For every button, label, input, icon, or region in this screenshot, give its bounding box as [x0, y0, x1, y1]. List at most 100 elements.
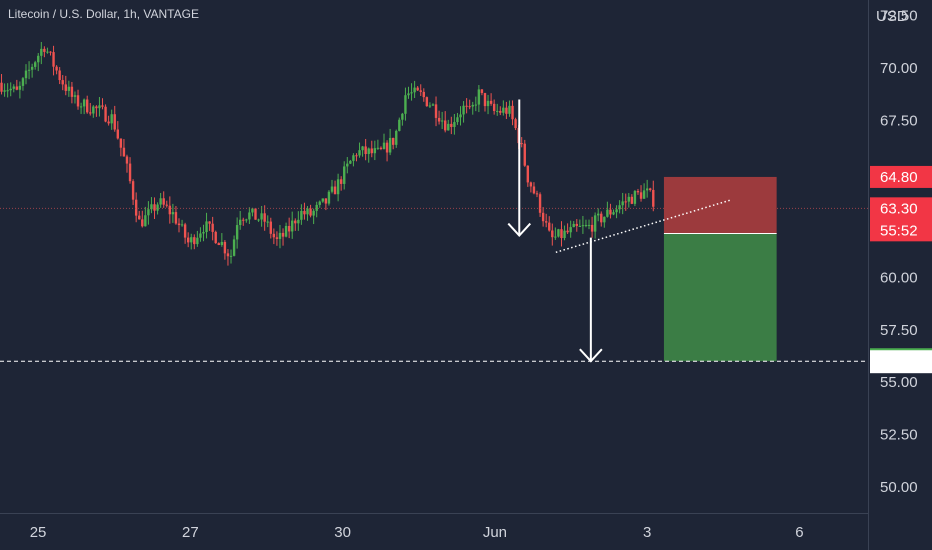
candle-body — [395, 130, 398, 145]
candle-body — [382, 142, 386, 149]
candle-body — [186, 237, 190, 243]
candle-body — [456, 117, 459, 123]
candle-body — [649, 188, 652, 190]
candle-body — [492, 103, 496, 111]
candle-body — [578, 225, 582, 227]
candle-body — [333, 186, 337, 195]
candle-body — [633, 191, 637, 204]
candle-body — [410, 92, 413, 94]
candle-body — [529, 182, 533, 187]
currency-label[interactable]: USD — [876, 8, 908, 25]
candle-body — [9, 88, 12, 91]
candle-body — [587, 224, 591, 226]
candle-body — [526, 165, 530, 183]
candle-body — [496, 110, 499, 112]
candle-body — [373, 148, 377, 154]
time-axis[interactable]: 25 27 30 Jun 3 6 — [30, 524, 804, 541]
candle-body — [514, 119, 517, 129]
candle-body — [642, 190, 646, 199]
candle-body — [242, 219, 245, 221]
candle-body — [489, 100, 493, 104]
price-tick-label: 57.50 — [880, 322, 918, 339]
candle-body — [33, 62, 37, 67]
candle-body — [336, 179, 340, 195]
candle-body — [27, 69, 31, 71]
down-arrow-head — [507, 222, 532, 238]
candle-body — [499, 110, 502, 113]
candle-body — [3, 90, 6, 92]
candle-body — [211, 223, 214, 232]
candle-body — [260, 213, 263, 220]
candle-countdown: 55:52 — [880, 222, 918, 239]
candle-body — [321, 198, 325, 202]
candle-body — [437, 117, 441, 122]
candle-body — [401, 113, 404, 120]
candle-body — [318, 201, 321, 205]
price-axis[interactable]: 72.50 70.00 67.50 60.00 57.50 55.00 52.50 50.00 — [880, 8, 918, 496]
candle-body — [398, 119, 401, 131]
candle-body — [281, 232, 285, 237]
candle-body — [55, 66, 58, 71]
candle-body — [407, 93, 410, 96]
candle-body — [138, 215, 141, 220]
candle-body — [447, 123, 450, 131]
candle-body — [575, 223, 578, 226]
candle-body — [474, 104, 478, 106]
candle-body — [15, 86, 19, 90]
candle-body — [134, 199, 138, 216]
candle-body — [468, 106, 471, 108]
candle-body — [630, 196, 634, 204]
candle-body — [636, 191, 640, 193]
time-tick-label: 27 — [182, 524, 199, 541]
candle-body — [193, 237, 196, 245]
candle-body — [639, 192, 643, 199]
candle-body — [86, 99, 89, 113]
candle-body — [480, 89, 484, 94]
candle-body — [612, 212, 615, 215]
candle-body — [141, 219, 144, 227]
candle-body — [165, 204, 168, 206]
candle-body — [431, 104, 435, 106]
time-tick-label: 6 — [795, 524, 803, 541]
price-badges: 64.80 63.30 55:52 56.00 — [870, 165, 932, 374]
candle-body — [199, 233, 202, 238]
candle-body — [21, 78, 25, 86]
candle-body — [177, 223, 181, 226]
candle-body — [541, 212, 545, 222]
candle-body — [159, 198, 162, 205]
candle-body — [190, 237, 193, 243]
candle-body — [419, 90, 422, 92]
candle-body — [645, 188, 649, 191]
candle-body — [560, 229, 563, 239]
candle-body — [92, 106, 95, 114]
price-tick-label: 55.00 — [880, 374, 918, 391]
candle-body — [444, 120, 447, 131]
candle-body — [46, 51, 49, 53]
candle-body — [144, 215, 147, 227]
candle-body — [391, 137, 395, 145]
candle-body — [275, 237, 279, 239]
candle-body — [168, 205, 172, 215]
candle-body — [79, 106, 83, 108]
candle-body — [315, 204, 318, 211]
symbol-title[interactable]: Litecoin / U.S. Dollar, 1h, VANTAGE — [8, 7, 199, 21]
candle-body — [569, 227, 572, 233]
candle-body — [306, 208, 309, 215]
price-tick-label: 72.50 — [880, 8, 918, 25]
candle-body — [217, 243, 220, 246]
candle-body — [131, 181, 135, 200]
candle-body — [18, 85, 22, 90]
candle-body — [453, 122, 456, 127]
candle-body — [376, 147, 380, 149]
candle-body — [162, 198, 165, 205]
candle-body — [171, 212, 175, 215]
stop-price-badge-bg — [870, 165, 932, 188]
candle-body — [621, 201, 624, 206]
candle-body — [235, 225, 239, 240]
candle-body — [535, 193, 539, 195]
drawings-layer[interactable] — [0, 99, 868, 363]
candle-body — [107, 121, 110, 124]
candle-body — [125, 156, 129, 164]
candle-body — [584, 225, 588, 227]
